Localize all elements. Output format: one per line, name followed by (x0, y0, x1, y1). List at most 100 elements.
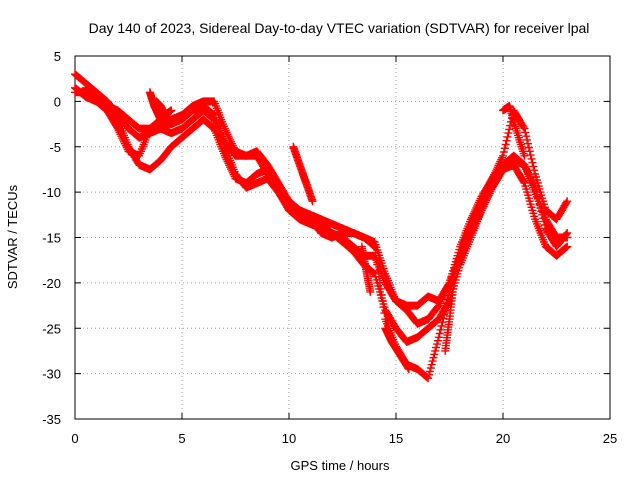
data-point (85, 87, 87, 89)
data-point (149, 168, 151, 171)
data-point (149, 128, 151, 130)
data-point (170, 123, 172, 125)
data-point (566, 200, 568, 202)
data-point (555, 255, 558, 257)
fragment-early-rise (152, 97, 176, 119)
y-tick-label: 0 (54, 94, 61, 109)
data-point (513, 159, 515, 161)
data-point (416, 336, 418, 338)
data-point (374, 273, 376, 275)
data-point (117, 118, 119, 121)
x-tick-label: 20 (496, 431, 510, 446)
data-point (162, 123, 164, 125)
data-point (395, 327, 397, 329)
data-point (292, 146, 294, 148)
data-point (160, 128, 162, 130)
track-1-markers (71, 83, 572, 310)
data-point (453, 282, 455, 284)
data-point (438, 318, 440, 320)
y-tick-label: -15 (42, 231, 61, 246)
data-point (534, 218, 536, 220)
series-track-1 (71, 83, 572, 310)
data-point (256, 150, 258, 152)
data-point (384, 318, 386, 320)
data-point (320, 218, 322, 220)
data-point (234, 150, 237, 152)
data-point (523, 155, 526, 157)
data-point (427, 327, 429, 329)
data-point (138, 155, 140, 157)
data-point (320, 232, 322, 234)
data-point (365, 268, 367, 270)
data-point (470, 227, 472, 230)
data-point (164, 114, 166, 116)
data-point (502, 168, 504, 171)
data-point (416, 368, 418, 370)
x-tick-label: 0 (71, 431, 78, 446)
data-point (106, 105, 108, 107)
y-tick-label: -10 (42, 185, 61, 200)
data-point (202, 118, 204, 121)
data-point (288, 209, 290, 211)
fragment-descent-13 (357, 242, 375, 296)
data-point (459, 255, 461, 257)
data-point (427, 318, 429, 320)
data-point (277, 182, 279, 184)
data-point (170, 132, 172, 134)
data-point (523, 182, 526, 184)
data-point (267, 164, 269, 166)
data-point (149, 132, 151, 134)
data-point (555, 245, 558, 248)
data-point (311, 200, 314, 202)
data-point (224, 141, 226, 143)
y-axis-label: SDTVAR / TECUs (5, 184, 20, 289)
data-point (192, 105, 194, 107)
data-point (508, 105, 511, 107)
data-point (224, 128, 226, 130)
data-point (438, 336, 440, 338)
data-point (384, 327, 386, 329)
data-point (369, 291, 371, 293)
data-point (153, 105, 155, 107)
data-point (95, 100, 97, 102)
data-point (555, 236, 558, 239)
data-point (181, 114, 183, 116)
y-tick-label: -25 (42, 321, 61, 336)
data-point (181, 128, 183, 130)
data-point (408, 368, 410, 370)
data-point (444, 350, 446, 352)
data-point (202, 100, 204, 102)
data-point (245, 182, 247, 184)
data-point (352, 232, 354, 234)
data-point (331, 223, 333, 225)
data-point (361, 245, 363, 248)
data-point (117, 109, 119, 112)
data-point (523, 164, 526, 166)
x-tick-label: 5 (178, 431, 185, 446)
series-track-2 (71, 70, 572, 346)
data-point (566, 232, 568, 234)
data-point (74, 73, 76, 75)
data-point (363, 236, 365, 239)
data-point (288, 200, 290, 202)
data-point (127, 128, 130, 130)
data-point (545, 245, 547, 248)
data-point (555, 218, 558, 220)
data-point (170, 146, 172, 148)
data-point (491, 186, 493, 189)
data-point (491, 177, 493, 180)
data-point (305, 182, 307, 184)
data-point (224, 155, 226, 157)
data-point (192, 118, 194, 121)
data-point (138, 164, 140, 166)
data-point (245, 186, 247, 189)
data-series (71, 70, 572, 383)
data-point (299, 164, 301, 166)
series-track-4 (81, 83, 572, 328)
axis-ticks: 0 5 10 15 20 25 5 0 -5 -10 -15 -20 -25 -30 -35 (42, 49, 617, 446)
x-tick-label: 15 (389, 431, 403, 446)
data-point (341, 227, 344, 230)
data-point (566, 245, 568, 248)
fragment-low-15 (381, 324, 413, 374)
data-point (406, 309, 408, 311)
